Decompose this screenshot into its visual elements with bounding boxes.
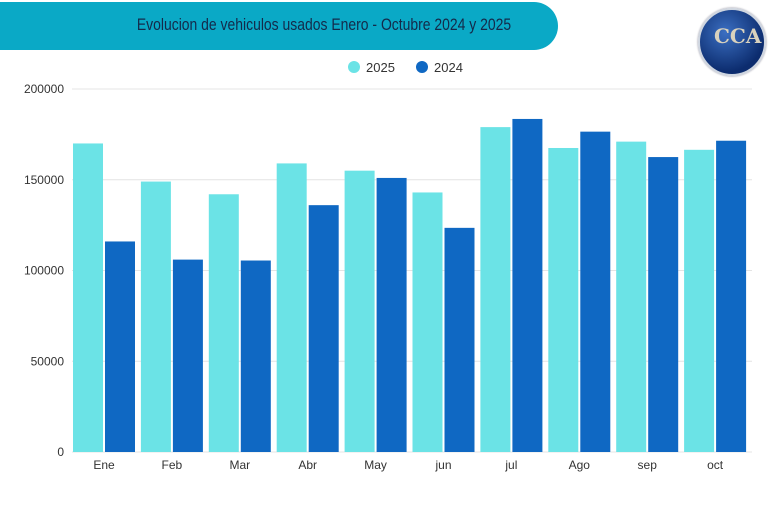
bar-2024-Ago — [580, 131, 611, 452]
bar-2025-Ago — [548, 147, 579, 453]
x-tick-label: Abr — [298, 458, 317, 472]
bar-2024-jul — [512, 118, 543, 452]
bar-2025-Mar — [208, 194, 239, 452]
bar-2024-Abr — [308, 205, 339, 452]
bar-2025-jul — [480, 127, 511, 453]
bar-2025-Abr — [276, 163, 307, 453]
bar-2024-oct — [716, 140, 747, 453]
bar-2025-sep — [616, 141, 647, 452]
legend-label: 2025 — [366, 60, 395, 75]
x-tick-label: Ago — [569, 458, 591, 472]
bar-2025-oct — [684, 149, 715, 453]
y-tick-label: 100000 — [24, 264, 64, 278]
bar-2024-Feb — [172, 259, 203, 452]
cca-logo: CCA — [698, 8, 766, 76]
y-tick-label: 50000 — [31, 354, 65, 368]
bar-2025-jun — [412, 192, 443, 452]
x-tick-label: May — [364, 458, 387, 472]
bar-2025-May — [344, 170, 375, 453]
x-tick-label: jul — [504, 458, 517, 472]
x-tick-label: Feb — [162, 458, 183, 472]
y-tick-label: 200000 — [24, 82, 64, 96]
bar-2024-Ene — [105, 241, 135, 452]
x-tick-label: Ene — [93, 458, 115, 472]
x-tick-label: Mar — [229, 458, 250, 472]
x-tick-label: sep — [638, 458, 658, 472]
bar-2025-Ene — [73, 143, 103, 452]
y-tick-label: 150000 — [24, 173, 64, 187]
bar-2024-Mar — [240, 260, 271, 452]
y-tick-label: 0 — [57, 445, 64, 459]
x-tick-label: jun — [434, 458, 451, 472]
bar-2024-May — [376, 177, 407, 452]
x-tick-label: oct — [707, 458, 724, 472]
bar-2025-Feb — [140, 181, 171, 452]
bar-2024-jun — [444, 227, 475, 452]
bar-2024-sep — [648, 157, 679, 452]
title-banner — [0, 2, 558, 50]
chart-title: Evolucion de vehiculos usados Enero - Oc… — [136, 15, 512, 34]
legend-marker — [416, 61, 428, 73]
legend-label: 2024 — [434, 60, 463, 75]
legend-marker — [348, 61, 360, 73]
